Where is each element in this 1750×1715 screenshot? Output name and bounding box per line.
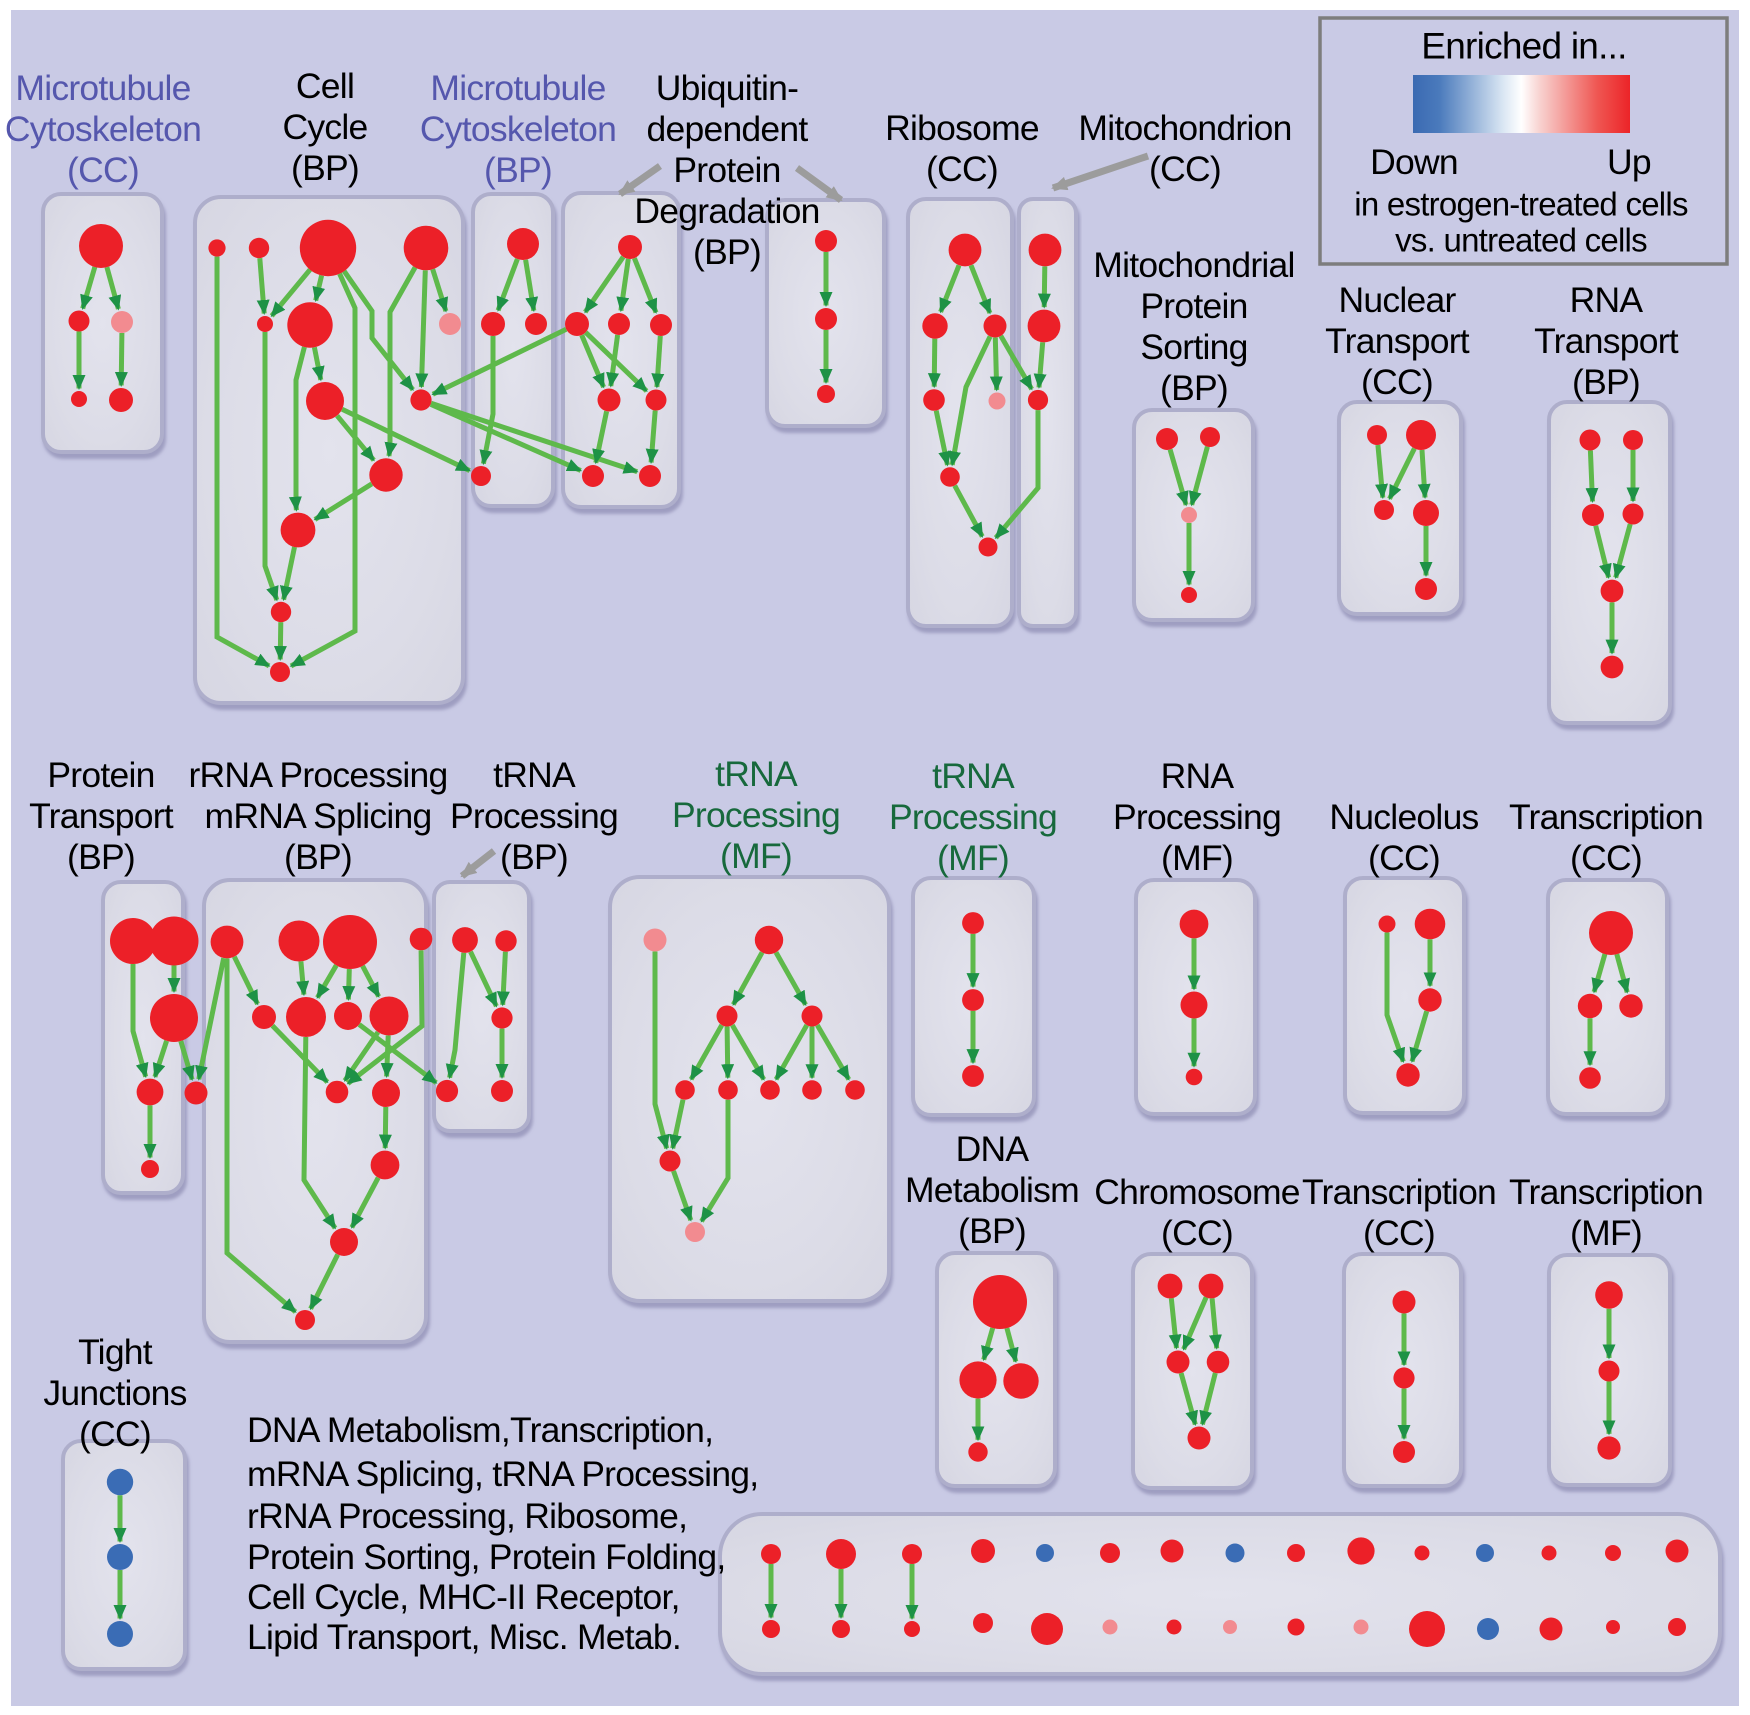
svg-text:Transport: Transport xyxy=(1325,321,1470,361)
svg-text:dependent: dependent xyxy=(646,109,808,149)
svg-text:Transport: Transport xyxy=(1534,321,1679,361)
svg-text:Mitochondrion: Mitochondrion xyxy=(1078,108,1291,148)
svg-text:Chromosome: Chromosome xyxy=(1094,1172,1300,1212)
svg-text:in estrogen-treated cells: in estrogen-treated cells xyxy=(1354,186,1688,223)
svg-text:mRNA Splicing, tRNA Processing: mRNA Splicing, tRNA Processing, xyxy=(247,1454,758,1494)
svg-text:(MF): (MF) xyxy=(1161,838,1233,878)
svg-text:(CC): (CC) xyxy=(1570,838,1642,878)
svg-text:(BP): (BP) xyxy=(693,232,761,272)
svg-text:Processing: Processing xyxy=(450,796,618,836)
svg-text:vs. untreated cells: vs. untreated cells xyxy=(1395,222,1647,259)
svg-text:Up: Up xyxy=(1607,142,1651,182)
svg-text:Protein: Protein xyxy=(1140,286,1247,326)
svg-text:(BP): (BP) xyxy=(500,837,568,877)
svg-text:(CC): (CC) xyxy=(1361,362,1433,402)
svg-text:rRNA Processing, Ribosome,: rRNA Processing, Ribosome, xyxy=(247,1496,687,1536)
svg-text:(BP): (BP) xyxy=(67,837,135,877)
svg-text:(CC): (CC) xyxy=(926,149,998,189)
svg-text:Ubiquitin-: Ubiquitin- xyxy=(656,68,798,108)
svg-text:(CC): (CC) xyxy=(79,1414,151,1454)
svg-text:(MF): (MF) xyxy=(937,838,1009,878)
svg-text:(BP): (BP) xyxy=(1160,368,1228,408)
svg-text:Junctions: Junctions xyxy=(43,1373,186,1413)
svg-text:(MF): (MF) xyxy=(720,836,792,876)
svg-text:Transcription: Transcription xyxy=(1302,1172,1496,1212)
svg-text:(BP): (BP) xyxy=(484,150,552,190)
svg-text:RNA: RNA xyxy=(1570,280,1644,320)
svg-text:(CC): (CC) xyxy=(1368,838,1440,878)
svg-text:rRNA Processing: rRNA Processing xyxy=(188,755,447,795)
svg-text:(CC): (CC) xyxy=(1161,1213,1233,1253)
svg-text:Nuclear: Nuclear xyxy=(1338,280,1456,320)
svg-text:Metabolism: Metabolism xyxy=(905,1170,1079,1210)
svg-text:Microtubule: Microtubule xyxy=(15,68,190,108)
svg-text:tRNA: tRNA xyxy=(932,756,1015,796)
svg-text:tRNA: tRNA xyxy=(715,754,798,794)
svg-text:Cytoskeleton: Cytoskeleton xyxy=(420,109,616,149)
svg-text:Enriched in...: Enriched in... xyxy=(1421,26,1626,67)
svg-text:Ribosome: Ribosome xyxy=(885,108,1039,148)
svg-text:Degradation: Degradation xyxy=(634,191,819,231)
svg-text:Down: Down xyxy=(1370,142,1458,182)
svg-text:Microtubule: Microtubule xyxy=(430,68,605,108)
svg-text:(CC): (CC) xyxy=(1363,1213,1435,1253)
svg-text:Cell: Cell xyxy=(296,66,354,106)
svg-text:(MF): (MF) xyxy=(1570,1213,1642,1253)
svg-text:Transport: Transport xyxy=(29,796,174,836)
svg-text:Mitochondrial: Mitochondrial xyxy=(1093,245,1294,285)
svg-text:tRNA: tRNA xyxy=(493,755,576,795)
svg-text:mRNA Splicing: mRNA Splicing xyxy=(205,796,432,836)
svg-text:Transcription: Transcription xyxy=(1509,1172,1703,1212)
svg-text:Nucleolus: Nucleolus xyxy=(1329,797,1478,837)
svg-text:Protein Sorting, Protein Foldi: Protein Sorting, Protein Folding, xyxy=(247,1537,725,1577)
svg-text:Tight: Tight xyxy=(78,1332,153,1372)
svg-text:Processing: Processing xyxy=(889,797,1057,837)
svg-text:Processing: Processing xyxy=(672,795,840,835)
svg-text:(BP): (BP) xyxy=(1572,362,1640,402)
svg-text:DNA: DNA xyxy=(956,1129,1030,1169)
svg-text:DNA Metabolism,Transcription,: DNA Metabolism,Transcription, xyxy=(247,1410,713,1450)
svg-text:Sorting: Sorting xyxy=(1140,327,1247,367)
svg-text:Lipid Transport, Misc. Metab.: Lipid Transport, Misc. Metab. xyxy=(247,1617,681,1657)
svg-text:(BP): (BP) xyxy=(958,1211,1026,1251)
svg-text:(CC): (CC) xyxy=(67,150,139,190)
svg-text:RNA: RNA xyxy=(1161,756,1235,796)
svg-text:Processing: Processing xyxy=(1113,797,1281,837)
svg-text:Cell Cycle, MHC-II Receptor,: Cell Cycle, MHC-II Receptor, xyxy=(247,1577,680,1617)
svg-text:(BP): (BP) xyxy=(291,148,359,188)
svg-text:(BP): (BP) xyxy=(284,837,352,877)
svg-text:Transcription: Transcription xyxy=(1509,797,1703,837)
svg-text:Cytoskeleton: Cytoskeleton xyxy=(5,109,201,149)
svg-text:Protein: Protein xyxy=(47,755,154,795)
svg-text:(CC): (CC) xyxy=(1149,149,1221,189)
svg-text:Cycle: Cycle xyxy=(282,107,367,147)
svg-text:Protein: Protein xyxy=(673,150,780,190)
